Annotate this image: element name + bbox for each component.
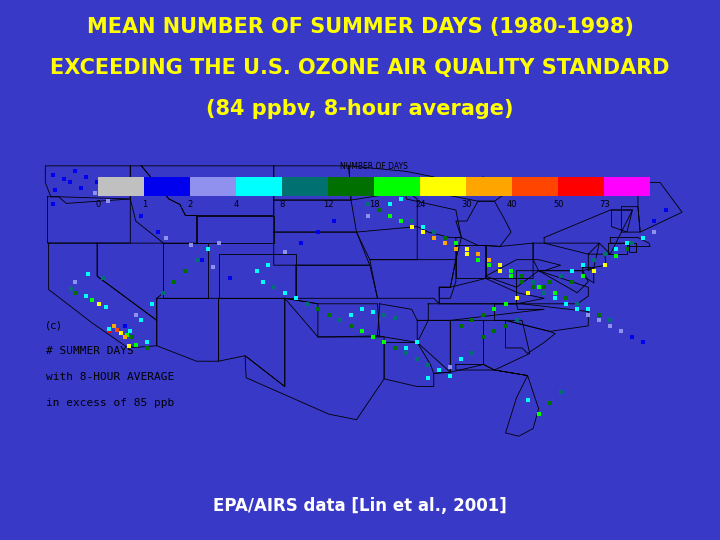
Text: NUMBER OF DAYS: NUMBER OF DAYS (341, 162, 408, 171)
Bar (513, 177, 558, 197)
Bar (98, 177, 144, 197)
Text: 40: 40 (507, 200, 518, 209)
Text: EXCEEDING THE U.S. OZONE AIR QUALITY STANDARD: EXCEEDING THE U.S. OZONE AIR QUALITY STA… (50, 58, 670, 78)
Bar (236, 177, 282, 197)
Text: (c): (c) (46, 320, 60, 330)
Bar (190, 177, 236, 197)
Text: EPA/AIRS data [Lin et al., 2001]: EPA/AIRS data [Lin et al., 2001] (213, 497, 507, 515)
Bar (282, 177, 328, 197)
Text: in excess of 85 ppb: in excess of 85 ppb (46, 398, 174, 408)
Bar (144, 177, 190, 197)
Text: with 8-HOUR AVERAGE: with 8-HOUR AVERAGE (46, 372, 174, 382)
Text: 73: 73 (599, 200, 610, 209)
Text: 18: 18 (369, 200, 379, 209)
Text: 2: 2 (188, 200, 193, 209)
Bar (420, 177, 467, 197)
Bar (374, 177, 420, 197)
Text: 8: 8 (279, 200, 285, 209)
Text: 24: 24 (415, 200, 426, 209)
Bar (328, 177, 374, 197)
Text: 1: 1 (142, 200, 147, 209)
Text: # SUMMER DAYS: # SUMMER DAYS (46, 346, 133, 356)
Text: (84 ppbv, 8-hour average): (84 ppbv, 8-hour average) (206, 99, 514, 119)
Text: MEAN NUMBER OF SUMMER DAYS (1980-1998): MEAN NUMBER OF SUMMER DAYS (1980-1998) (86, 17, 634, 37)
Text: 4: 4 (234, 200, 239, 209)
Text: 12: 12 (323, 200, 333, 209)
Bar (604, 177, 650, 197)
Bar (558, 177, 604, 197)
Text: 0: 0 (96, 200, 101, 209)
Text: 30: 30 (461, 200, 472, 209)
Bar (467, 177, 513, 197)
Text: 50: 50 (553, 200, 564, 209)
